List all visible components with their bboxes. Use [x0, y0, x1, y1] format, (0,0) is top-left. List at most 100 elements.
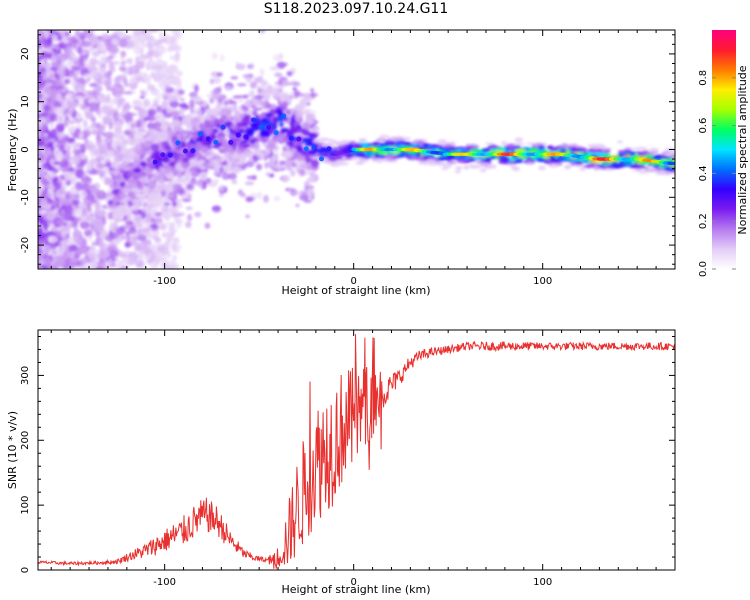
spectral-blob [170, 75, 177, 82]
spectral-blob [85, 194, 95, 201]
spectral-blob [50, 199, 60, 206]
spectrogram-x-tick-label: 100 [533, 276, 552, 287]
spectral-blob [134, 260, 145, 266]
spectral-blob [102, 217, 107, 226]
spectral-blob [45, 157, 50, 162]
spectral-blob [38, 249, 43, 254]
spectral-blob [88, 102, 99, 109]
spectral-blob [128, 67, 133, 76]
spectral-blob [479, 168, 487, 173]
spectral-blob [244, 99, 253, 108]
spectral-blob [127, 40, 135, 49]
spectral-blob [129, 78, 137, 84]
spectral-blob [42, 178, 48, 187]
spectrogram-y-tick-label: -10 [20, 189, 31, 205]
spectral-blob [330, 146, 340, 150]
spectral-blob [639, 170, 648, 174]
spectral-blob [148, 164, 156, 170]
spectral-blob [95, 231, 100, 238]
spectral-blob [41, 162, 52, 170]
spectral-blob [434, 145, 444, 149]
spectral-blob [145, 151, 153, 156]
spectral-blob [38, 75, 43, 84]
spectral-blob [38, 259, 44, 265]
spectral-blob [109, 98, 114, 109]
spectral-blob [172, 254, 178, 261]
spectral-blob [210, 71, 219, 77]
spectral-blob [205, 126, 214, 135]
spectral-blob [120, 266, 128, 269]
spectral-blob [99, 230, 107, 240]
spectral-blob [152, 261, 159, 269]
spectral-blob [125, 233, 131, 242]
spectral-blob [417, 156, 424, 162]
spectral-blob [299, 169, 306, 176]
spectral-blob [186, 213, 193, 222]
spectral-blob [105, 149, 116, 154]
spectral-blob [132, 99, 142, 105]
spectral-blob [202, 100, 208, 108]
spectral-blob [498, 157, 510, 163]
spectral-blob [258, 114, 264, 120]
spectral-blob [78, 132, 85, 139]
figure-title: S118.2023.097.10.24.G11 [263, 1, 449, 17]
spectral-blob [600, 166, 608, 170]
spectrogram-y-tick-label: 0 [20, 146, 31, 152]
spectral-blob [208, 160, 215, 167]
spectral-blob [244, 181, 255, 186]
spectral-blob [110, 250, 116, 256]
spectral-blob [322, 143, 334, 147]
spectral-blob [123, 202, 129, 210]
spectral-blob [42, 39, 48, 49]
spectral-blob [280, 127, 289, 133]
spectral-blob [560, 143, 569, 148]
spectral-blob [38, 103, 44, 111]
spectral-blob [68, 170, 76, 176]
spectral-blob [59, 159, 69, 168]
colorbar-tick-label: 0.6 [698, 118, 709, 134]
spectral-blob [38, 54, 41, 61]
spectral-blob [160, 68, 167, 76]
spectral-blob [168, 95, 177, 102]
spectral-blob [143, 254, 152, 261]
snr-y-tick-label: 300 [20, 366, 31, 385]
spectral-blob [140, 172, 148, 177]
spectral-blob [52, 34, 58, 43]
spectral-blob [169, 100, 180, 108]
ridge-highlights [152, 113, 675, 166]
spectral-blob [153, 39, 163, 46]
spectral-blob [113, 231, 120, 239]
spectral-blob [161, 231, 171, 239]
spectral-blob [168, 64, 178, 70]
spectral-blob [110, 179, 117, 183]
spectral-blob [278, 160, 286, 166]
spectral-blob [507, 144, 517, 149]
spectral-blob [75, 112, 83, 120]
spectral-blob [63, 121, 69, 127]
spectral-blob [133, 30, 141, 37]
spectral-blob [182, 195, 188, 199]
spectral-blob [43, 221, 48, 231]
spectral-blob [112, 169, 119, 177]
spectral-blob [39, 198, 48, 208]
spectral-blob [565, 163, 572, 169]
spectral-blob [156, 254, 166, 262]
snr-x-tick-label: 100 [533, 577, 552, 588]
spectral-blob [109, 240, 116, 246]
spectral-blob [146, 156, 153, 163]
spectral-blob [38, 131, 42, 137]
spectral-blob [150, 152, 159, 160]
spectral-blob [591, 152, 600, 156]
spectral-blob [158, 30, 164, 41]
spectral-blob [86, 77, 91, 82]
spectral-blob [198, 114, 206, 122]
spectral-blob [83, 119, 88, 129]
spectrogram-x-tick-label: 0 [350, 276, 356, 287]
spectral-blob [72, 209, 77, 216]
ridge-mark [220, 124, 226, 130]
spectral-blob [174, 237, 180, 245]
spectral-blob [113, 158, 121, 165]
spectral-blob [360, 158, 370, 162]
spectral-blob [139, 37, 146, 42]
